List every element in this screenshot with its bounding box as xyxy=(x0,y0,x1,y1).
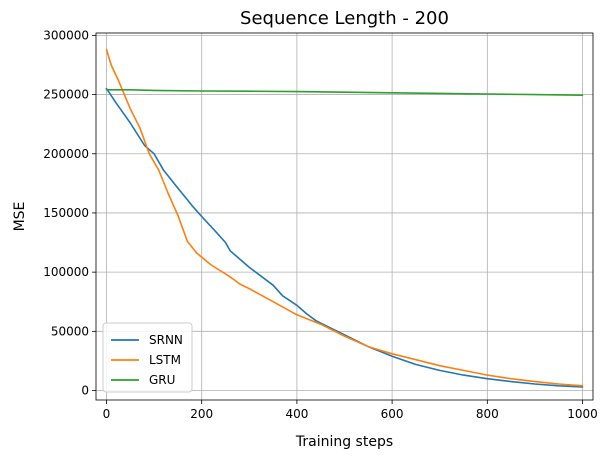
x-tick-label: 1000 xyxy=(567,407,598,421)
plot-frame xyxy=(95,32,594,401)
y-tick-label: 200000 xyxy=(43,147,89,161)
series-lines xyxy=(105,48,584,388)
x-tick-label: 400 xyxy=(285,407,308,421)
grid xyxy=(96,33,593,400)
y-tick-label: 100000 xyxy=(43,265,89,279)
legend-entry: GRU xyxy=(149,373,175,387)
axis-ticks: 0 200 400 600 800 1000 0 50000 100000 150000 20000… xyxy=(43,28,598,421)
y-axis-label: MSE xyxy=(12,202,28,232)
legend-entry: SRNN xyxy=(149,333,183,347)
x-tick-label: 0 xyxy=(103,407,111,421)
y-tick-label: 300000 xyxy=(43,28,89,42)
x-tick-label: 200 xyxy=(190,407,213,421)
series-line-srnn xyxy=(105,87,584,388)
y-tick-label: 0 xyxy=(81,384,89,398)
y-tick-label: 50000 xyxy=(51,324,89,338)
series-line-gru xyxy=(105,89,584,96)
series-line-lstm xyxy=(105,48,584,387)
x-axis-label: Training steps xyxy=(295,434,393,450)
legend: SRNN LSTM GRU xyxy=(102,322,193,393)
chart-title: Sequence Length - 200 xyxy=(240,8,449,29)
legend-entry: LSTM xyxy=(149,353,181,367)
x-tick-label: 800 xyxy=(476,407,499,421)
x-tick-label: 600 xyxy=(381,407,404,421)
y-tick-label: 150000 xyxy=(43,206,89,220)
y-tick-label: 250000 xyxy=(43,88,89,102)
